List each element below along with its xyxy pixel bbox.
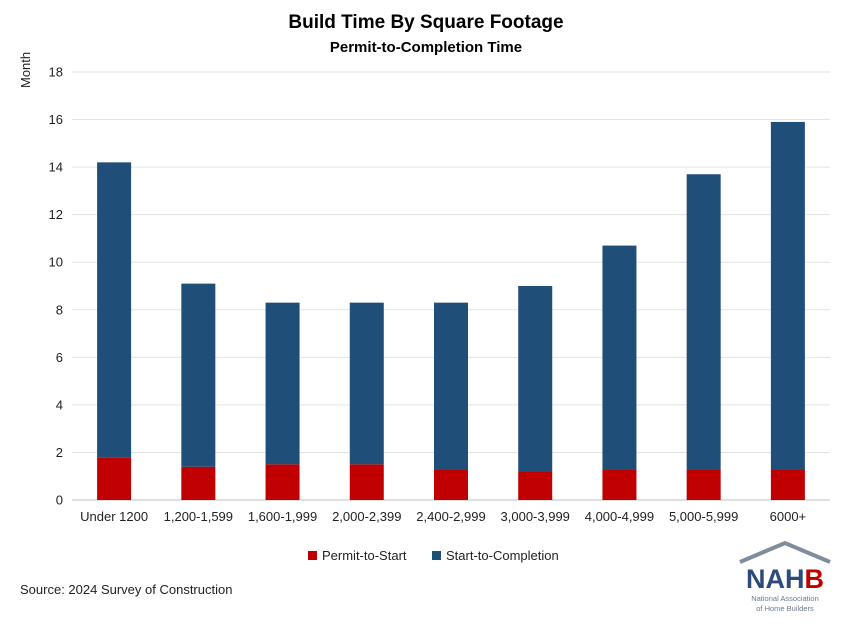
x-tick-label: 5,000-5,999 — [669, 509, 738, 524]
legend-label: Permit-to-Start — [322, 548, 407, 563]
y-axis-label: Month — [18, 52, 33, 88]
bar-start-to-completion — [97, 162, 132, 458]
bar-permit-to-start — [686, 469, 721, 500]
bars — [97, 121, 805, 500]
x-tick-label: 6000+ — [770, 509, 807, 524]
bar-permit-to-start — [97, 457, 132, 500]
y-tick-label: 18 — [49, 65, 63, 80]
bar-start-to-completion — [686, 174, 721, 470]
y-tick-label: 10 — [49, 255, 63, 270]
legend-swatch — [308, 551, 317, 560]
legend-swatch — [432, 551, 441, 560]
bar-start-to-completion — [770, 121, 805, 470]
bar-start-to-completion — [434, 302, 468, 470]
bar-start-to-completion — [602, 245, 637, 470]
bar-permit-to-start — [434, 469, 468, 500]
y-tick-label: 6 — [56, 350, 63, 365]
bar-permit-to-start — [349, 464, 384, 500]
x-tick-label: 2,400-2,999 — [416, 509, 485, 524]
y-tick-label: 12 — [49, 207, 63, 222]
x-tick-label: 1,200-1,599 — [164, 509, 233, 524]
y-tick-label: 4 — [56, 397, 63, 412]
nahb-logo: NAHB National Association of Home Builde… — [739, 540, 831, 613]
x-tick-label: 3,000-3,999 — [501, 509, 570, 524]
bar-permit-to-start — [770, 469, 805, 500]
legend: Permit-to-Start Start-to-Completion — [308, 548, 559, 563]
bar-start-to-completion — [181, 283, 216, 467]
bar-permit-to-start — [518, 471, 553, 500]
source-note: Source: 2024 Survey of Construction — [20, 582, 232, 597]
bar-permit-to-start — [265, 464, 300, 500]
x-tick-label: Under 1200 — [80, 509, 148, 524]
chart-subtitle: Permit-to-Completion Time — [330, 39, 522, 56]
legend-label: Start-to-Completion — [446, 548, 559, 563]
y-axis-ticks: 0 2 4 6 8 10 12 14 16 18 — [49, 65, 63, 508]
logo-roof — [739, 540, 831, 564]
logo-line-1: National Association — [751, 594, 819, 603]
bar-permit-to-start — [602, 469, 637, 500]
y-tick-label: 8 — [56, 302, 63, 317]
x-tick-label: 2,000-2,399 — [332, 509, 401, 524]
y-tick-label: 14 — [49, 160, 63, 175]
logo-name: NAHB — [746, 564, 824, 594]
x-tick-label: 1,600-1,999 — [248, 509, 317, 524]
bar-permit-to-start — [181, 466, 216, 500]
y-tick-label: 0 — [56, 493, 63, 508]
x-tick-label: 4,000-4,999 — [585, 509, 654, 524]
y-tick-label: 2 — [56, 445, 63, 460]
bar-start-to-completion — [518, 286, 553, 472]
chart-title: Build Time By Square Footage — [288, 12, 563, 33]
logo-line-2: of Home Builders — [756, 604, 814, 613]
y-tick-label: 16 — [49, 112, 63, 127]
bar-start-to-completion — [349, 302, 384, 465]
x-axis-ticks: Under 1200 1,200-1,599 1,600-1,999 2,000-2,… — [80, 509, 806, 524]
bar-start-to-completion — [265, 302, 300, 465]
